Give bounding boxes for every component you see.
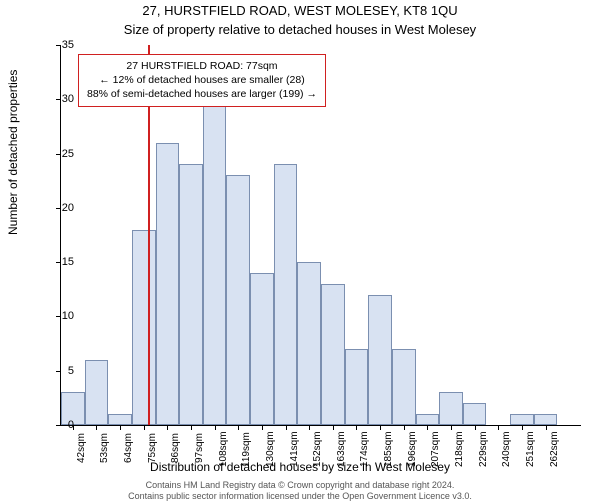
- xtick-mark: [309, 425, 310, 430]
- xtick-mark: [262, 425, 263, 430]
- chart-title: Size of property relative to detached ho…: [0, 22, 600, 37]
- ytick-mark: [56, 208, 61, 209]
- footer-line-1: Contains HM Land Registry data © Crown c…: [0, 480, 600, 490]
- xtick-label: 185sqm: [383, 433, 394, 467]
- xtick-label: 174sqm: [359, 433, 370, 467]
- xtick-label: 196sqm: [407, 433, 418, 467]
- histogram-bar: [321, 284, 345, 425]
- xtick-label: 86sqm: [170, 433, 181, 467]
- ytick-mark: [56, 45, 61, 46]
- histogram-bar: [85, 360, 109, 425]
- xtick-label: 218sqm: [454, 433, 465, 467]
- histogram-bar: [274, 164, 298, 425]
- ytick-label: 25: [62, 148, 74, 160]
- histogram-bar: [510, 414, 534, 425]
- histogram-bar: [132, 230, 156, 425]
- xtick-label: 108sqm: [218, 433, 229, 467]
- annotation-line-2: ← 12% of detached houses are smaller (28…: [87, 73, 317, 87]
- xtick-label: 240sqm: [501, 433, 512, 467]
- histogram-bar: [156, 143, 180, 425]
- xtick-label: 251sqm: [525, 433, 536, 467]
- ytick-label: 35: [62, 39, 74, 51]
- histogram-bar: [203, 99, 227, 425]
- annotation-box: 27 HURSTFIELD ROAD: 77sqm ← 12% of detac…: [78, 54, 326, 107]
- xtick-label: 152sqm: [312, 433, 323, 467]
- xtick-label: 42sqm: [76, 433, 87, 467]
- xtick-mark: [191, 425, 192, 430]
- xtick-label: 130sqm: [265, 433, 276, 467]
- xtick-label: 75sqm: [147, 433, 158, 467]
- ytick-label: 20: [62, 202, 74, 214]
- xtick-mark: [498, 425, 499, 430]
- xtick-mark: [286, 425, 287, 430]
- xtick-label: 262sqm: [549, 433, 560, 467]
- chart-supertitle: 27, HURSTFIELD ROAD, WEST MOLESEY, KT8 1…: [0, 3, 600, 18]
- annotation-line-3: 88% of semi-detached houses are larger (…: [87, 87, 317, 101]
- xtick-mark: [522, 425, 523, 430]
- xtick-label: 229sqm: [478, 433, 489, 467]
- xtick-label: 207sqm: [430, 433, 441, 467]
- xtick-label: 64sqm: [123, 433, 134, 467]
- xtick-label: 53sqm: [99, 433, 110, 467]
- ytick-label: 10: [62, 310, 74, 322]
- histogram-bar: [179, 164, 203, 425]
- ytick-mark: [56, 262, 61, 263]
- ytick-mark: [56, 371, 61, 372]
- xtick-label: 97sqm: [194, 433, 205, 467]
- y-axis-label: Number of detached properties: [6, 70, 20, 235]
- xtick-label: 119sqm: [241, 433, 252, 467]
- ytick-label: 15: [62, 256, 74, 268]
- xtick-mark: [475, 425, 476, 430]
- annotation-line-1: 27 HURSTFIELD ROAD: 77sqm: [87, 59, 317, 73]
- xtick-mark: [238, 425, 239, 430]
- xtick-mark: [451, 425, 452, 430]
- histogram-bar: [534, 414, 558, 425]
- ytick-label: 0: [68, 419, 74, 431]
- chart-container: 27, HURSTFIELD ROAD, WEST MOLESEY, KT8 1…: [0, 0, 600, 500]
- xtick-mark: [380, 425, 381, 430]
- histogram-bar: [439, 392, 463, 425]
- xtick-mark: [167, 425, 168, 430]
- histogram-bar: [226, 175, 250, 425]
- histogram-bar: [368, 295, 392, 425]
- histogram-bar: [250, 273, 274, 425]
- xtick-label: 141sqm: [289, 433, 300, 467]
- ytick-mark: [56, 316, 61, 317]
- ytick-mark: [56, 99, 61, 100]
- histogram-bar: [392, 349, 416, 425]
- ytick-label: 30: [62, 93, 74, 105]
- xtick-mark: [333, 425, 334, 430]
- ytick-mark: [56, 425, 61, 426]
- xtick-mark: [356, 425, 357, 430]
- xtick-mark: [427, 425, 428, 430]
- histogram-bar: [416, 414, 440, 425]
- xtick-mark: [144, 425, 145, 430]
- xtick-mark: [404, 425, 405, 430]
- histogram-bar: [345, 349, 369, 425]
- xtick-label: 163sqm: [336, 433, 347, 467]
- histogram-bar: [108, 414, 132, 425]
- xtick-mark: [96, 425, 97, 430]
- ytick-mark: [56, 154, 61, 155]
- ytick-label: 5: [68, 365, 74, 377]
- histogram-bar: [297, 262, 321, 425]
- xtick-mark: [120, 425, 121, 430]
- histogram-bar: [463, 403, 487, 425]
- xtick-mark: [215, 425, 216, 430]
- xtick-mark: [546, 425, 547, 430]
